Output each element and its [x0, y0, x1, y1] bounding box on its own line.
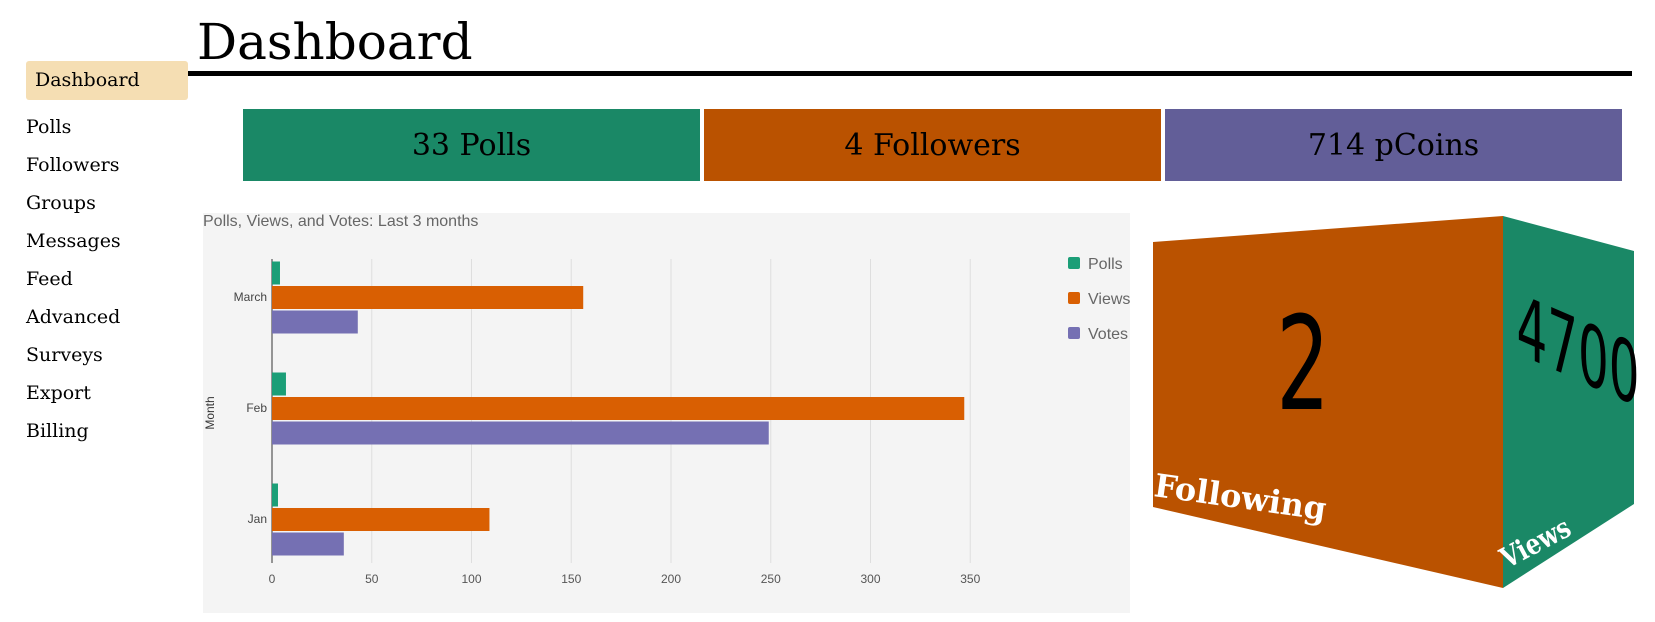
sidebar-item-messages[interactable]: Messages	[26, 230, 121, 252]
sidebar-item-export[interactable]: Export	[26, 382, 91, 404]
chart-canvas: 0 50 100 150 200 250 300 350 March Feb Jan Month Po…	[203, 256, 1130, 586]
bar-polls-feb[interactable]	[272, 372, 286, 396]
sidebar-item-followers[interactable]: Followers	[26, 154, 120, 176]
legend-swatch-polls	[1068, 257, 1080, 269]
bar-views-march[interactable]	[272, 286, 584, 309]
x-tick-label: 100	[461, 572, 481, 586]
legend-swatch-views	[1068, 292, 1080, 304]
followers-count-box[interactable]: 4 Followers	[704, 109, 1161, 181]
category-label: Jan	[248, 512, 267, 526]
category-label: Feb	[246, 401, 267, 415]
stat-boxes: 33 Polls 4 Followers 714 pCoins	[243, 109, 1623, 181]
following-count: 2	[1276, 288, 1330, 439]
chart-title: Polls, Views, and Votes: Last 3 months	[203, 213, 479, 230]
y-axis-label: Month	[203, 396, 217, 429]
x-tick-label: 150	[561, 572, 581, 586]
sidebar-item-dashboard[interactable]: Dashboard	[26, 61, 188, 100]
x-tick-label: 0	[269, 572, 276, 586]
title-divider	[187, 71, 1632, 76]
cube-side-face	[1503, 216, 1634, 588]
legend-label-votes[interactable]: Votes	[1088, 326, 1128, 343]
bar-views-feb[interactable]	[272, 397, 965, 420]
stats-cube[interactable]: 2 Following 4700 Views	[1150, 214, 1640, 594]
legend-swatch-votes	[1068, 327, 1080, 339]
cube-front-face	[1153, 216, 1503, 588]
x-tick-label: 250	[761, 572, 781, 586]
sidebar-item-billing[interactable]: Billing	[26, 420, 89, 442]
sidebar-item-polls[interactable]: Polls	[26, 116, 72, 138]
bar-votes-jan[interactable]	[272, 532, 344, 556]
legend-label-polls[interactable]: Polls	[1088, 256, 1123, 273]
sidebar-item-advanced[interactable]: Advanced	[26, 306, 121, 328]
bar-votes-march[interactable]	[272, 310, 358, 334]
x-tick-label: 350	[960, 572, 980, 586]
sidebar-nav: Dashboard Polls Followers Groups Message…	[26, 61, 188, 450]
x-tick-label: 200	[661, 572, 681, 586]
page-title: Dashboard	[197, 13, 473, 71]
activity-chart: Polls, Views, and Votes: Last 3 months 0…	[203, 213, 1130, 613]
bar-views-jan[interactable]	[272, 508, 490, 531]
x-tick-label: 50	[365, 572, 379, 586]
x-tick-label: 300	[860, 572, 880, 586]
sidebar-item-feed[interactable]: Feed	[26, 268, 73, 290]
sidebar-item-surveys[interactable]: Surveys	[26, 344, 103, 366]
legend-label-views[interactable]: Views	[1088, 291, 1130, 308]
pcoins-count-box[interactable]: 714 pCoins	[1165, 109, 1622, 181]
bar-polls-jan[interactable]	[272, 483, 278, 507]
bar-polls-march[interactable]	[272, 261, 280, 285]
polls-count-box[interactable]: 33 Polls	[243, 109, 700, 181]
category-label: March	[234, 290, 267, 304]
bar-votes-feb[interactable]	[272, 421, 769, 445]
sidebar-item-groups[interactable]: Groups	[26, 192, 96, 214]
